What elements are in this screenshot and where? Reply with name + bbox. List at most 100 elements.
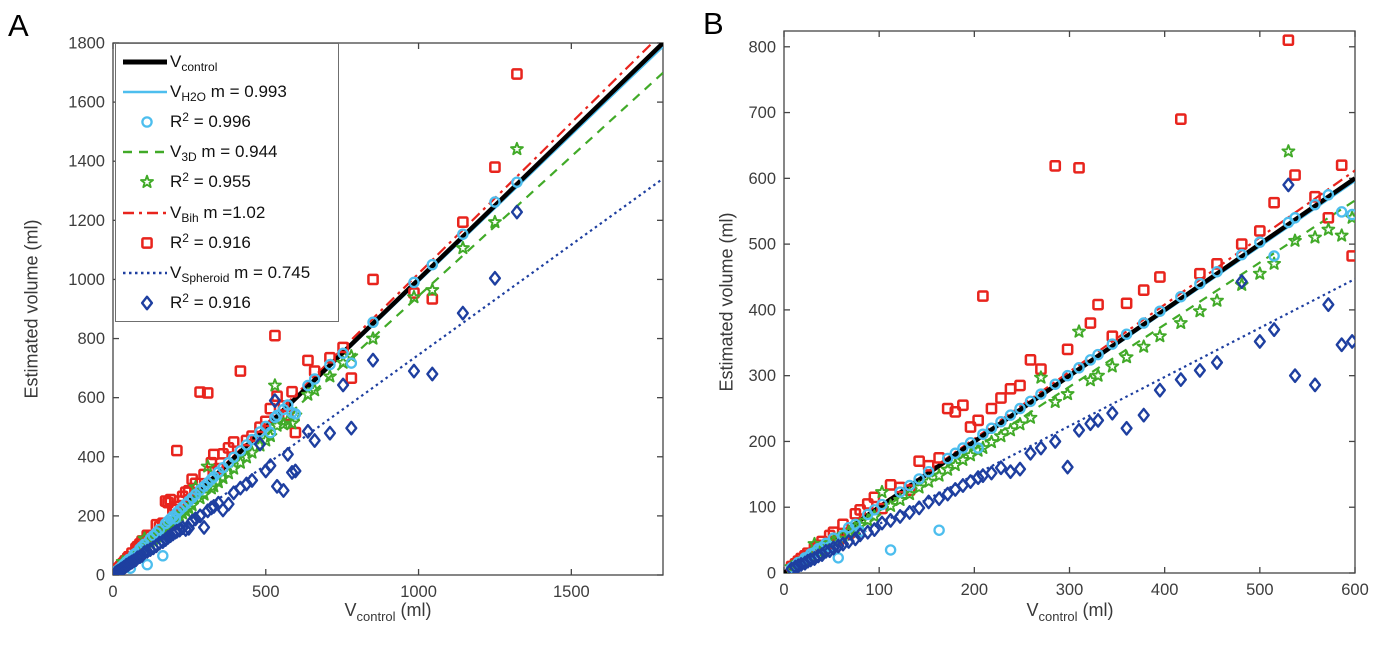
marker-v3d [455,240,470,255]
y-tick-label: 0 [96,567,105,585]
x-axis-label-main: V [1026,600,1039,620]
marker-spheroid [1193,363,1206,378]
marker-h2o [1309,198,1321,211]
control-dot [1292,217,1298,222]
x-tick-label: 1000 [400,583,437,601]
marker-h2o [868,504,881,516]
marker-h2o [426,258,439,271]
marker-spheroid [1282,177,1295,193]
marker-bih [1253,225,1266,237]
marker-spheroid [985,465,998,481]
legend-label-main: R [170,292,183,312]
marker-bih [286,385,298,398]
control-dot [1053,383,1058,388]
marker-v3d [1173,315,1188,330]
marker-spheroid [789,559,802,573]
control-dot [514,182,520,187]
y-tick-label: 600 [77,389,105,407]
legend-label: R2 = 0.996 [170,110,251,132]
control-dot [1286,222,1291,227]
marker-spheroid [426,366,439,382]
marker-spheroid [1268,322,1281,338]
y-tick-label: 700 [748,104,776,122]
legend-label-sup: 2 [182,110,189,125]
legend-label-main: R [170,172,183,192]
marker-spheroid [253,436,267,452]
marker-h2o [157,550,169,562]
legend-label-sup: 2 [182,230,189,245]
control-dot [238,449,243,454]
marker-h2o [1236,248,1248,261]
marker-v3d [1252,266,1267,280]
legend: Vcontrol VH2O m = 0.993 R2 = 0.996 V3D m = … [115,43,339,322]
marker-bih [1106,330,1119,343]
plot-box [783,30,1356,574]
marker-h2o [1035,388,1047,400]
marker-v3d [994,428,1008,443]
marker-h2o [1092,348,1104,361]
marker-h2o [1175,290,1187,303]
legend-label-main: V [170,202,182,222]
legend-label-main: R [170,232,183,252]
marker-bih [884,479,897,491]
legend-label-rest: m =1.02 [198,202,266,222]
legend-label-rest: = 0.916 [188,292,251,312]
marker-bih [489,161,501,173]
marker-bih [941,402,954,415]
legend-label: V3D m = 0.944 [170,142,278,164]
marker-v3d [1003,423,1018,437]
marker-spheroid [903,505,916,520]
marker-spheroid [1174,372,1187,388]
marker-h2o [324,358,336,371]
marker-bih [1024,354,1037,366]
y-tick-label: 0 [767,565,776,583]
marker-v3d [1321,222,1336,236]
control-dot [312,377,317,383]
y-tick-label: 300 [748,367,776,385]
marker-bih [1289,169,1301,181]
control-dot [960,447,966,452]
y-tick-label: 1000 [68,271,105,289]
legend-label-rest: m = 0.993 [206,82,287,102]
control-dot [1038,393,1044,398]
control-dot [1326,194,1331,199]
marker-bih [964,421,977,433]
marker-h2o [264,426,277,439]
marker-h2o [345,357,358,369]
marker-h2o [176,501,189,513]
x-tick-label: 500 [1246,581,1274,599]
legend-label: Vcontrol [170,52,217,74]
marker-h2o [977,428,989,440]
marker-bih [1346,250,1355,262]
marker-spheroid [456,305,469,321]
marker-spheroid [827,540,840,556]
marker-spheroid [308,433,321,448]
control-dot [953,452,958,457]
legend-row-bih-line: VBih m =1.02 [120,199,338,227]
marker-bih [1235,238,1248,250]
marker-bih [1309,190,1321,203]
x-tick-label: 400 [1151,581,1179,599]
marker-bih [269,329,281,342]
marker-v3d [1288,233,1302,247]
marker-h2o [1106,338,1119,350]
x-tick-label: 100 [865,581,893,599]
marker-v3d [1013,417,1027,431]
legend-label: VBih m =1.02 [170,202,266,225]
y-tick-label: 1400 [68,153,105,171]
marker-v3d [1308,230,1322,244]
marker-v3d [1023,410,1038,424]
legend-swatch-bih-marker [141,236,153,249]
control-dot [411,281,417,286]
marker-spheroid [301,423,315,439]
marker-bih [1211,257,1223,270]
marker-v3d [1192,303,1207,318]
marker-h2o [489,196,501,208]
legend-swatch-v3d-marker [140,175,154,189]
marker-bih [302,354,314,367]
marker-h2o [1346,208,1355,221]
legend-label-main: R [170,112,183,132]
panel-b-x-axis-label: Vcontrol (ml) [1026,600,1113,624]
marker-spheroid [1120,420,1133,436]
panel-a-x-axis-label: Vcontrol (ml) [344,600,431,624]
